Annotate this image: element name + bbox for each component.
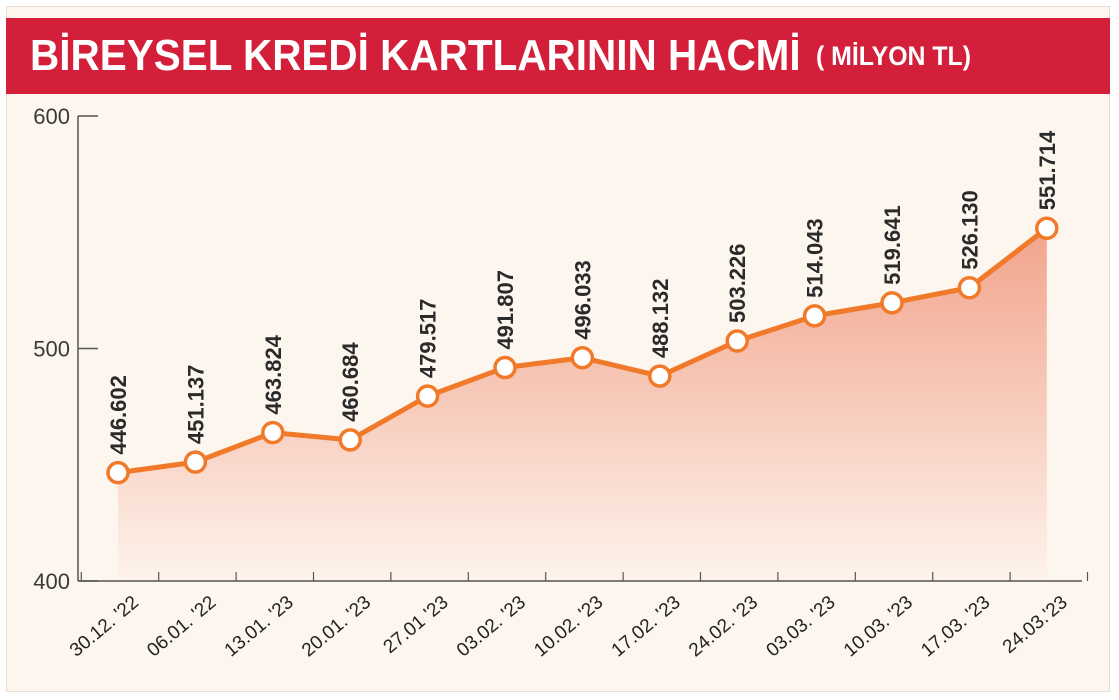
x-tick-label: 03.02. '23 (453, 592, 530, 661)
data-label: 551.714 (1035, 130, 1060, 210)
x-tick-label: 24.02. '23 (685, 592, 762, 661)
data-point (261, 420, 285, 445)
x-tick-label: 10.02. '23 (530, 592, 607, 661)
y-tick-label: 400 (33, 569, 70, 594)
data-point (725, 329, 749, 353)
x-tick-label: 27.01 '23 (380, 592, 453, 658)
data-label: 491.807 (493, 270, 518, 350)
data-point (415, 384, 440, 408)
chart-unit-label: ( MİLYON TL) (815, 40, 971, 71)
data-point (493, 355, 517, 380)
title-banner: BİREYSEL KREDİ KARTLARININ HACMİ ( MİLYO… (6, 18, 1110, 94)
data-label: 503.226 (725, 243, 750, 323)
data-point (957, 275, 982, 300)
data-label: 451.137 (183, 365, 208, 445)
chart-title: BİREYSEL KREDİ KARTLARININ HACMİ (30, 31, 801, 80)
data-point (648, 364, 672, 388)
data-label: 446.602 (106, 375, 131, 455)
x-tick-label: 20.01. '23 (298, 592, 375, 661)
data-label: 519.641 (880, 205, 905, 285)
data-label: 526.130 (957, 190, 982, 270)
y-tick-label: 600 (33, 104, 70, 129)
x-tick-label: 03.03. '23 (763, 592, 840, 661)
data-point (570, 345, 595, 370)
data-point (338, 428, 362, 452)
y-tick-label: 500 (33, 337, 70, 362)
data-label: 463.824 (261, 334, 286, 414)
data-point (183, 450, 208, 474)
x-tick-label: 17.03. '23 (917, 592, 994, 661)
data-point (802, 304, 827, 328)
data-label: 514.043 (803, 218, 828, 298)
x-tick-label: 06.01. '22 (143, 592, 220, 661)
data-label: 488.132 (648, 279, 673, 359)
data-label: 496.033 (570, 260, 595, 340)
x-tick-label: 24.03.'23 (999, 592, 1072, 658)
x-tick-label: 10.03. '23 (840, 592, 917, 661)
data-label: 460.684 (338, 342, 363, 422)
x-tick-label: 17.02. '23 (608, 592, 685, 661)
data-point (106, 460, 130, 485)
data-point (880, 291, 904, 315)
x-tick-label: 30.12. '22 (66, 592, 143, 661)
data-label: 479.517 (416, 299, 441, 379)
x-tick-label: 13.01. '23 (221, 592, 298, 661)
data-point (1035, 216, 1059, 241)
